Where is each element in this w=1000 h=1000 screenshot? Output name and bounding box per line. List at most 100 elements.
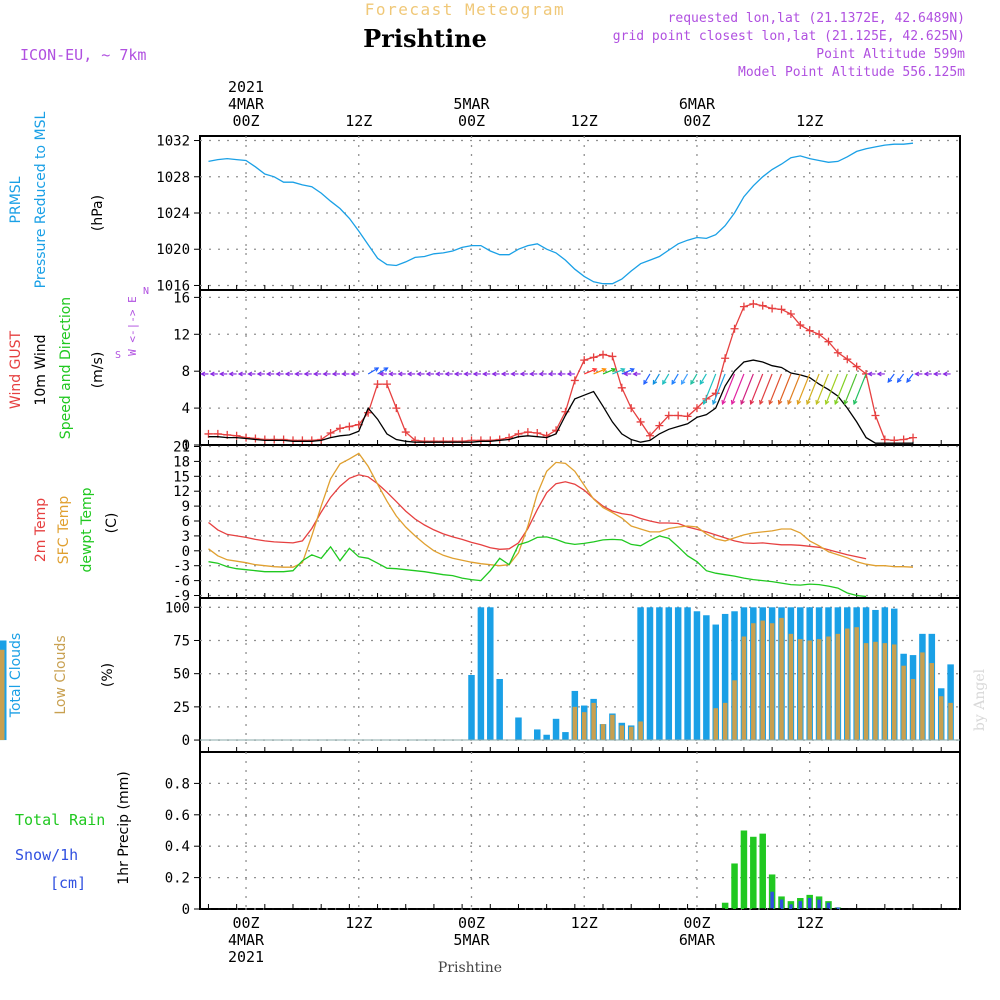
wind-arrow-head xyxy=(721,399,727,406)
wind-arrow-head xyxy=(680,379,686,386)
y-tick-label: 0.2 xyxy=(165,871,190,887)
low_clouds-bar xyxy=(732,680,737,741)
total_clouds-bar xyxy=(562,732,569,741)
y-tick-label: 0 xyxy=(182,902,190,918)
wind-arrow-head xyxy=(914,371,920,377)
gust-marker xyxy=(458,437,467,446)
time-label-bottom: 00Z xyxy=(458,914,485,932)
y-tick-label: 6 xyxy=(182,514,190,530)
low_clouds-bar xyxy=(816,639,822,741)
wind-arrow xyxy=(662,373,670,385)
low_clouds-bar xyxy=(920,652,925,741)
wind-arrow-head xyxy=(652,379,658,386)
gust-marker xyxy=(251,434,260,443)
wind-arrow-head xyxy=(632,371,638,377)
wind-arrow xyxy=(703,373,717,405)
rain-bar xyxy=(750,836,757,909)
location-title: Prishtine xyxy=(363,24,487,53)
low_clouds-bar xyxy=(619,725,625,741)
gust-marker xyxy=(307,436,316,445)
wind-arrow-head xyxy=(942,371,948,377)
wind-arrow xyxy=(721,373,736,405)
y-tick-label: 3 xyxy=(182,529,190,545)
wind-arrow-head xyxy=(852,399,858,406)
time-label-bottom: 4MAR xyxy=(228,931,265,949)
wind-arrow xyxy=(731,373,745,405)
total_clouds-bar xyxy=(721,613,729,741)
gust-marker xyxy=(542,431,551,440)
wind-arrow-head xyxy=(256,371,262,377)
gust-marker xyxy=(786,309,795,318)
wind-arrow-head xyxy=(906,377,911,383)
wind-arrow-head xyxy=(759,399,764,406)
gust-marker xyxy=(843,355,852,364)
low_clouds-bar xyxy=(0,649,5,741)
wind-arrow-head xyxy=(247,371,253,377)
low_clouds-bar xyxy=(600,724,606,741)
low_clouds-bar xyxy=(854,627,859,741)
y-tick-label: 0 xyxy=(182,733,190,749)
pressure-line xyxy=(208,142,914,285)
wind-dir-label: Speed and Direction xyxy=(58,297,74,439)
wind-arrow-head xyxy=(237,371,243,377)
gust-marker xyxy=(589,353,598,362)
wind-arrow-head xyxy=(378,371,384,377)
gust-marker xyxy=(279,435,288,444)
gust-marker xyxy=(880,435,889,444)
rain-bar xyxy=(740,830,748,909)
wind-arrow xyxy=(806,373,820,405)
wind-arrow-head xyxy=(397,371,403,377)
y-tick-label: 1028 xyxy=(156,170,190,186)
gust-marker xyxy=(326,429,335,438)
point-altitude: Point Altitude 599m xyxy=(816,47,965,62)
wind-arrow-head xyxy=(622,371,628,377)
wind-arrow xyxy=(602,368,616,375)
time-label-top: 5MAR xyxy=(453,95,490,113)
gust-marker xyxy=(364,408,373,417)
snow-bar xyxy=(798,901,803,909)
y-tick-label: 16 xyxy=(173,290,190,306)
total_clouds-bar xyxy=(712,624,719,741)
panel-labels: PRMSL Pressure Reduced to MSL (hPa) Wind GU… xyxy=(8,111,149,892)
gust-marker xyxy=(730,324,739,333)
wind-line xyxy=(208,359,913,444)
wind-arrow-head xyxy=(341,371,347,377)
gust-marker xyxy=(758,301,767,310)
gust-marker xyxy=(204,429,213,438)
panel-0: 1016 1020 1024 1028 1032 xyxy=(156,134,961,294)
total_clouds-bar xyxy=(693,611,701,741)
y-tick-label: 100 xyxy=(165,600,190,616)
wind-arrow-head xyxy=(519,371,525,377)
wind-arrow-head xyxy=(275,371,281,377)
wind-arrow-head xyxy=(388,371,394,377)
low_clouds-bar xyxy=(873,641,878,741)
gust-marker xyxy=(467,436,476,445)
wind-arrow-head xyxy=(228,371,234,377)
y-tick-label: 18 xyxy=(173,454,190,470)
low_clouds-bar xyxy=(826,636,831,741)
total_clouds-bar xyxy=(468,675,475,741)
wind-arrow xyxy=(778,373,792,405)
wind-arrow-head xyxy=(690,379,695,386)
time-label-top: 12Z xyxy=(345,112,372,130)
gust-marker xyxy=(768,304,777,313)
low_clouds-bar xyxy=(882,643,888,741)
panel-3: 0 25 50 75 100 xyxy=(0,597,961,753)
low_clouds-bar xyxy=(722,702,728,741)
wind-arrow xyxy=(853,373,867,405)
gust-marker xyxy=(739,302,748,311)
wind-arrow-head xyxy=(566,371,572,377)
y-tick-label: 1016 xyxy=(156,278,190,294)
low_clouds-bar xyxy=(591,702,596,741)
low_clouds-bar xyxy=(713,708,718,741)
wind-arrow-head xyxy=(834,399,839,406)
snow-bar xyxy=(807,898,812,909)
y-tick-label: 21 xyxy=(173,439,190,455)
wind-arrow-head xyxy=(699,379,705,386)
wind-arrow-head xyxy=(472,371,478,377)
y-tick-label: -9 xyxy=(173,589,190,605)
wind-arrow-head xyxy=(601,367,607,373)
